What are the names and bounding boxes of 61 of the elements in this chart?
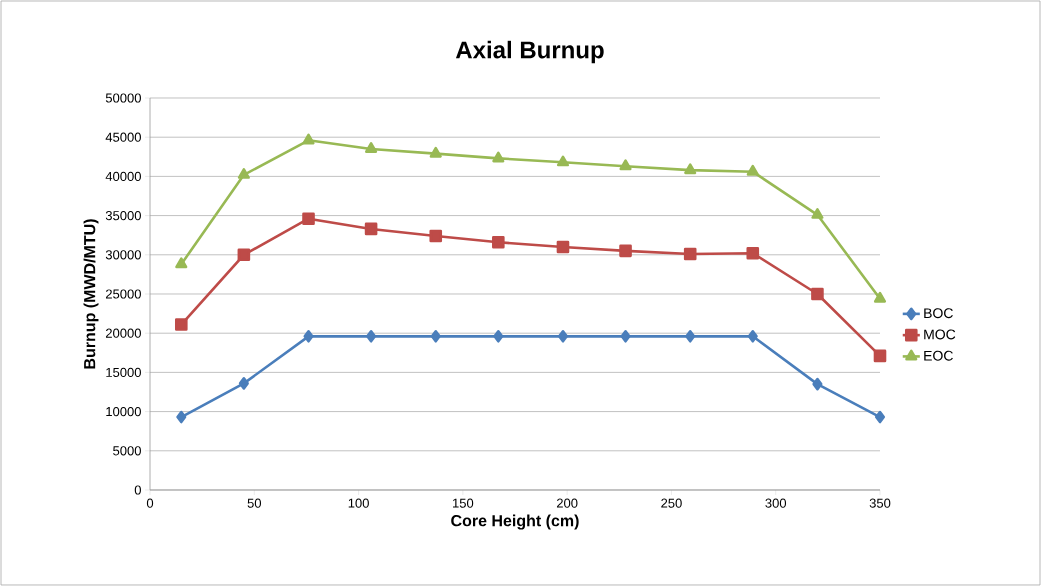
point — [557, 330, 569, 343]
point — [747, 330, 758, 343]
point — [685, 330, 696, 343]
y-tick-label: 5000 — [113, 446, 141, 456]
point — [237, 248, 251, 262]
point — [302, 212, 315, 226]
point — [238, 377, 249, 390]
point — [683, 247, 697, 261]
y-tick-label: 15000 — [106, 367, 141, 377]
y-tick-label: 40000 — [105, 171, 141, 181]
point — [302, 133, 315, 145]
y-tick-label: 35000 — [105, 210, 141, 221]
point — [873, 349, 887, 363]
point — [620, 330, 631, 343]
point — [874, 410, 886, 424]
point — [429, 146, 442, 158]
point — [873, 291, 887, 303]
legend-label: MOC — [924, 329, 956, 340]
x-tick-label: 100 — [348, 498, 369, 508]
point — [746, 164, 759, 176]
x-tick-label: 150 — [453, 498, 474, 508]
y-tick-label: 10000 — [106, 406, 141, 417]
point — [556, 155, 570, 167]
x-tick-label: 350 — [869, 498, 891, 508]
chart-title: Axial Burnup — [455, 40, 604, 64]
point — [556, 240, 570, 254]
point — [812, 377, 823, 391]
point — [303, 330, 314, 343]
point — [619, 159, 632, 171]
y-tick-label: 50000 — [105, 93, 141, 103]
point — [430, 330, 441, 343]
legend-label: BOC — [924, 308, 953, 319]
point — [492, 151, 505, 163]
point — [176, 410, 187, 424]
x-tick-label: 200 — [556, 498, 578, 508]
point — [364, 222, 378, 236]
y-tick-label: 25000 — [105, 289, 141, 299]
point — [366, 330, 377, 343]
x-tick-label: 300 — [765, 498, 787, 508]
point — [175, 257, 188, 269]
y-tick-label: 30000 — [105, 250, 141, 260]
point — [175, 318, 188, 331]
legend-label: EOC — [924, 350, 953, 361]
point — [429, 229, 443, 243]
point — [365, 142, 378, 153]
point — [811, 287, 824, 301]
y-tick-label: 20000 — [105, 328, 141, 338]
point — [746, 246, 760, 260]
x-tick-label: 50 — [247, 498, 262, 508]
x-axis-title: Core Height (cm) — [451, 514, 579, 530]
point — [237, 168, 250, 179]
point — [493, 330, 504, 343]
point — [684, 163, 697, 175]
point — [619, 244, 632, 258]
point — [492, 235, 505, 249]
point — [811, 208, 824, 219]
x-tick-label: 0 — [146, 498, 154, 508]
y-tick-label: 0 — [134, 485, 141, 495]
x-tick-label: 250 — [661, 498, 682, 508]
y-tick-label: 45000 — [105, 132, 141, 142]
y-axis-title: Burnup (MWD/MTU) — [83, 219, 99, 369]
